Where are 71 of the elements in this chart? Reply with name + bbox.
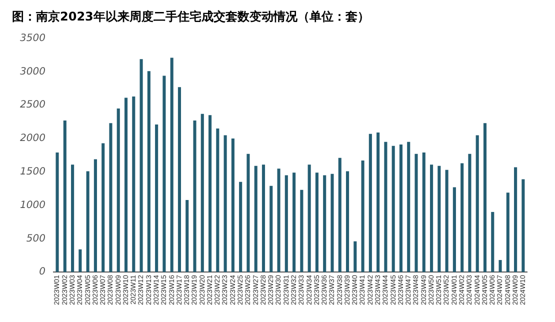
bar	[460, 163, 464, 272]
bar	[200, 114, 204, 272]
bar	[422, 152, 426, 272]
bar	[330, 174, 334, 272]
y-tick-label: 0	[39, 266, 46, 278]
bar	[414, 154, 418, 272]
bar	[224, 135, 227, 272]
bar	[399, 144, 402, 272]
bar	[155, 124, 158, 272]
bar	[140, 59, 143, 272]
bar	[292, 172, 296, 272]
bar	[277, 168, 280, 272]
bar	[300, 190, 304, 272]
bar	[56, 152, 59, 272]
bar	[323, 175, 326, 272]
bar	[124, 98, 128, 272]
bar	[476, 135, 479, 272]
bar	[438, 166, 441, 272]
bar	[147, 71, 150, 272]
bar	[522, 179, 525, 272]
bar	[376, 132, 380, 272]
bar	[132, 96, 136, 272]
bar	[308, 164, 311, 272]
bar	[170, 58, 174, 272]
y-tick-label: 3500	[20, 32, 46, 44]
bar	[392, 146, 395, 272]
bar	[254, 166, 258, 272]
chart-title: 图：南京2023年以来周度二手住宅成交套数变动情况（单位：套）	[12, 9, 370, 24]
bar	[514, 167, 518, 272]
bar	[407, 142, 410, 272]
bar	[86, 171, 90, 272]
bar	[361, 160, 364, 272]
bar	[315, 172, 318, 272]
bar	[186, 200, 189, 272]
bar	[452, 187, 456, 272]
bar	[368, 134, 372, 272]
bar	[178, 87, 182, 272]
bar	[94, 159, 97, 272]
bar	[262, 164, 266, 272]
bar	[109, 123, 112, 272]
bar	[239, 182, 242, 272]
bar	[216, 128, 220, 272]
bar	[102, 143, 105, 272]
bar	[346, 171, 350, 272]
bar	[246, 154, 250, 272]
bar	[78, 249, 82, 272]
bar	[231, 138, 234, 272]
bar	[491, 212, 494, 272]
bar	[116, 108, 120, 272]
y-tick-label: 2500	[20, 100, 46, 111]
bar	[338, 158, 342, 272]
bar	[208, 115, 212, 272]
bar	[71, 164, 74, 272]
y-tick-label: 1500	[20, 166, 46, 178]
bar	[483, 123, 487, 272]
bar	[63, 120, 66, 272]
bar	[430, 164, 434, 272]
y-tick-label: 3000	[20, 66, 46, 78]
y-tick-label: 1000	[20, 200, 46, 211]
bar	[445, 170, 448, 272]
bar	[270, 186, 273, 272]
bar	[468, 154, 472, 272]
bar	[498, 260, 502, 272]
bar	[193, 120, 196, 272]
y-tick-label: 2000	[20, 133, 46, 144]
bar	[384, 142, 388, 272]
y-tick-label: 500	[26, 233, 46, 244]
bar	[284, 175, 288, 272]
bar	[354, 241, 357, 272]
bar	[506, 192, 510, 272]
bar	[162, 76, 166, 272]
